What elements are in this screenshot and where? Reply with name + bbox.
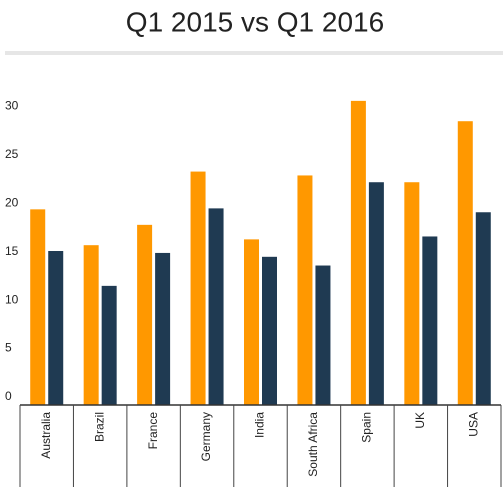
- y-tick-label: 0: [5, 389, 12, 403]
- x-tick-label: France: [146, 412, 160, 450]
- y-tick-label: 10: [5, 292, 19, 306]
- x-tick-label: South Africa: [306, 412, 320, 477]
- bar: [475, 212, 491, 405]
- y-tick-label: 5: [5, 341, 12, 355]
- bar: [190, 171, 206, 405]
- bar: [244, 239, 259, 405]
- x-tick-label: Brazil: [92, 412, 106, 442]
- x-tick-label: UK: [413, 412, 427, 429]
- bar: [422, 236, 438, 405]
- bar: [48, 250, 64, 405]
- bar: [297, 175, 313, 405]
- x-tick-label: Australia: [39, 412, 53, 459]
- y-tick-label: 25: [5, 147, 19, 161]
- bar: [368, 182, 384, 405]
- bar: [208, 208, 224, 405]
- bar: [30, 209, 46, 405]
- y-tick-label: 30: [5, 99, 19, 113]
- bar: [350, 100, 366, 406]
- bar: [101, 285, 117, 405]
- bar: [155, 252, 171, 405]
- y-tick-label: 20: [5, 195, 19, 209]
- bar: [315, 265, 331, 405]
- bar: [404, 182, 420, 405]
- chart-title: Q1 2015 vs Q1 2016: [126, 6, 384, 37]
- bar: [457, 121, 473, 406]
- x-tick-label: Spain: [360, 412, 374, 443]
- bar: [137, 224, 153, 405]
- x-tick-label: Germany: [199, 412, 213, 461]
- bar: [262, 256, 277, 405]
- x-tick-label: USA: [466, 412, 480, 437]
- title-divider: [5, 51, 503, 55]
- bar: [83, 245, 99, 405]
- x-tick-label: India: [253, 412, 267, 438]
- y-tick-label: 15: [5, 244, 19, 258]
